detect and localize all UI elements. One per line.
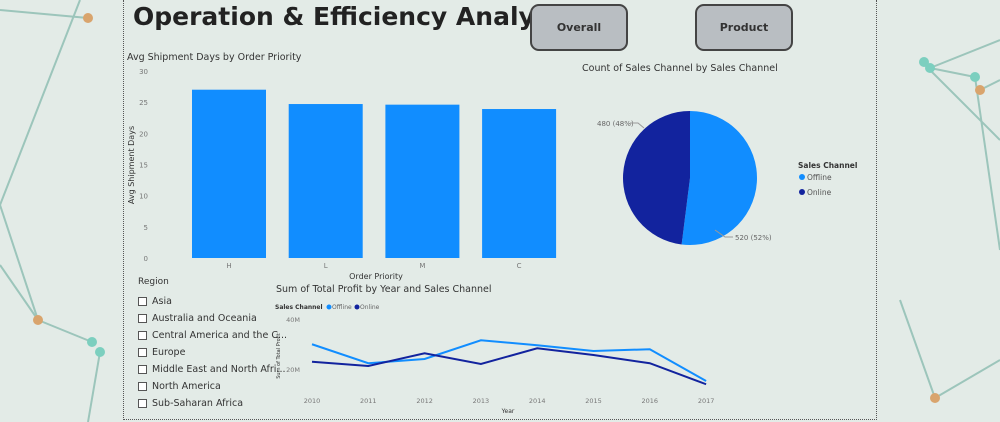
- x-tick-label: L: [324, 262, 328, 270]
- checkbox[interactable]: [138, 399, 147, 408]
- x-tick-label: C: [517, 262, 522, 270]
- y-tick-label: 30: [139, 68, 148, 76]
- slicer-item[interactable]: North America: [138, 378, 287, 395]
- legend-item[interactable]: Offline: [332, 304, 352, 311]
- slicer-item[interactable]: Asia: [138, 293, 287, 310]
- slicer-item[interactable]: Central America and the C...: [138, 327, 287, 344]
- checkbox[interactable]: [138, 331, 147, 340]
- y-tick-label: 15: [139, 162, 148, 170]
- data-label: 480 (48%): [597, 120, 634, 128]
- pie-chart: 520 (52%) 480 (48%) Sales Channel Offline On…: [597, 111, 857, 245]
- x-axis-label: Year: [501, 408, 515, 415]
- product-button[interactable]: Product: [695, 4, 793, 51]
- x-tick-label: 2015: [585, 397, 602, 405]
- slicer-item-label: North America: [152, 381, 221, 392]
- overall-button[interactable]: Overall: [530, 4, 628, 51]
- pie-slice[interactable]: [681, 111, 758, 245]
- x-tick-label: 2011: [360, 397, 377, 405]
- x-axis-label: Order Priority: [349, 272, 403, 281]
- pie-slice[interactable]: [623, 111, 690, 245]
- legend-item[interactable]: Offline: [807, 173, 832, 182]
- legend-marker: [799, 174, 805, 180]
- legend-title: Sales Channel: [275, 304, 323, 311]
- y-tick-label: 5: [144, 224, 148, 232]
- line-chart-title: Sum of Total Profit by Year and Sales Ch…: [276, 284, 492, 295]
- x-tick-label: 2012: [416, 397, 433, 405]
- slicer-item-label: Sub-Saharan Africa: [152, 398, 244, 409]
- slicer-item-label: Central America and the C...: [152, 330, 288, 341]
- x-tick-label: M: [419, 262, 425, 270]
- legend-item[interactable]: Online: [360, 304, 380, 311]
- x-tick-label: 2010: [304, 397, 321, 405]
- series-line-offline[interactable]: [311, 339, 707, 382]
- pie-chart-title: Count of Sales Channel by Sales Channel: [582, 63, 778, 74]
- checkbox[interactable]: [138, 314, 147, 323]
- page-title: Operation & Efficiency Analysis: [133, 2, 574, 31]
- checkbox[interactable]: [138, 297, 147, 306]
- y-tick-label: 25: [139, 99, 148, 107]
- y-tick-label: 40M: [286, 316, 300, 324]
- y-tick-label: 20M: [286, 366, 300, 374]
- bar[interactable]: [192, 89, 266, 258]
- slicer-item[interactable]: Europe: [138, 344, 287, 361]
- y-tick-label: 0: [144, 255, 148, 263]
- line-chart: Sales Channel Offline Online 20M 40M 2010 2011…: [275, 304, 715, 415]
- series-line-online[interactable]: [311, 347, 707, 386]
- bar-chart-title: Avg Shipment Days by Order Priority: [127, 52, 302, 63]
- data-label: 520 (52%): [735, 234, 772, 242]
- y-axis-label: Avg Shipment Days: [127, 126, 136, 204]
- x-tick-label: 2017: [698, 397, 715, 405]
- bar[interactable]: [385, 104, 460, 258]
- x-tick-label: 2014: [529, 397, 546, 405]
- slicer-title: Region: [138, 277, 169, 287]
- slicer-item[interactable]: Sub-Saharan Africa: [138, 395, 287, 412]
- x-tick-label: 2013: [473, 397, 490, 405]
- legend-marker: [354, 304, 360, 310]
- x-tick-label: H: [226, 262, 231, 270]
- bar[interactable]: [288, 104, 363, 258]
- y-tick-label: 20: [139, 130, 148, 138]
- slicer-item-label: Australia and Oceania: [152, 313, 257, 324]
- slicer-item-label: Middle East and North Afri...: [152, 364, 286, 375]
- legend-title: Sales Channel: [798, 161, 857, 170]
- slicer-item-label: Europe: [152, 347, 186, 358]
- bar[interactable]: [482, 109, 557, 258]
- report-canvas: [123, 0, 877, 420]
- slicer-item-label: Asia: [152, 296, 172, 307]
- checkbox[interactable]: [138, 348, 147, 357]
- legend-marker: [799, 189, 805, 195]
- region-slicer: Region Asia Australia and Oceania Central …: [138, 277, 287, 412]
- legend-item[interactable]: Online: [807, 188, 832, 197]
- y-tick-label: 10: [139, 193, 148, 201]
- y-axis-label: Sum of Total Profit: [276, 333, 282, 379]
- slicer-item[interactable]: Middle East and North Afri...: [138, 361, 287, 378]
- legend-marker: [326, 304, 332, 310]
- slicer-item[interactable]: Australia and Oceania: [138, 310, 287, 327]
- bar-chart: 0 5 10 15 20 25 30 H L M C Order Priority Avg Shipme…: [127, 68, 557, 281]
- x-tick-label: 2016: [642, 397, 659, 405]
- checkbox[interactable]: [138, 365, 147, 374]
- checkbox[interactable]: [138, 382, 147, 391]
